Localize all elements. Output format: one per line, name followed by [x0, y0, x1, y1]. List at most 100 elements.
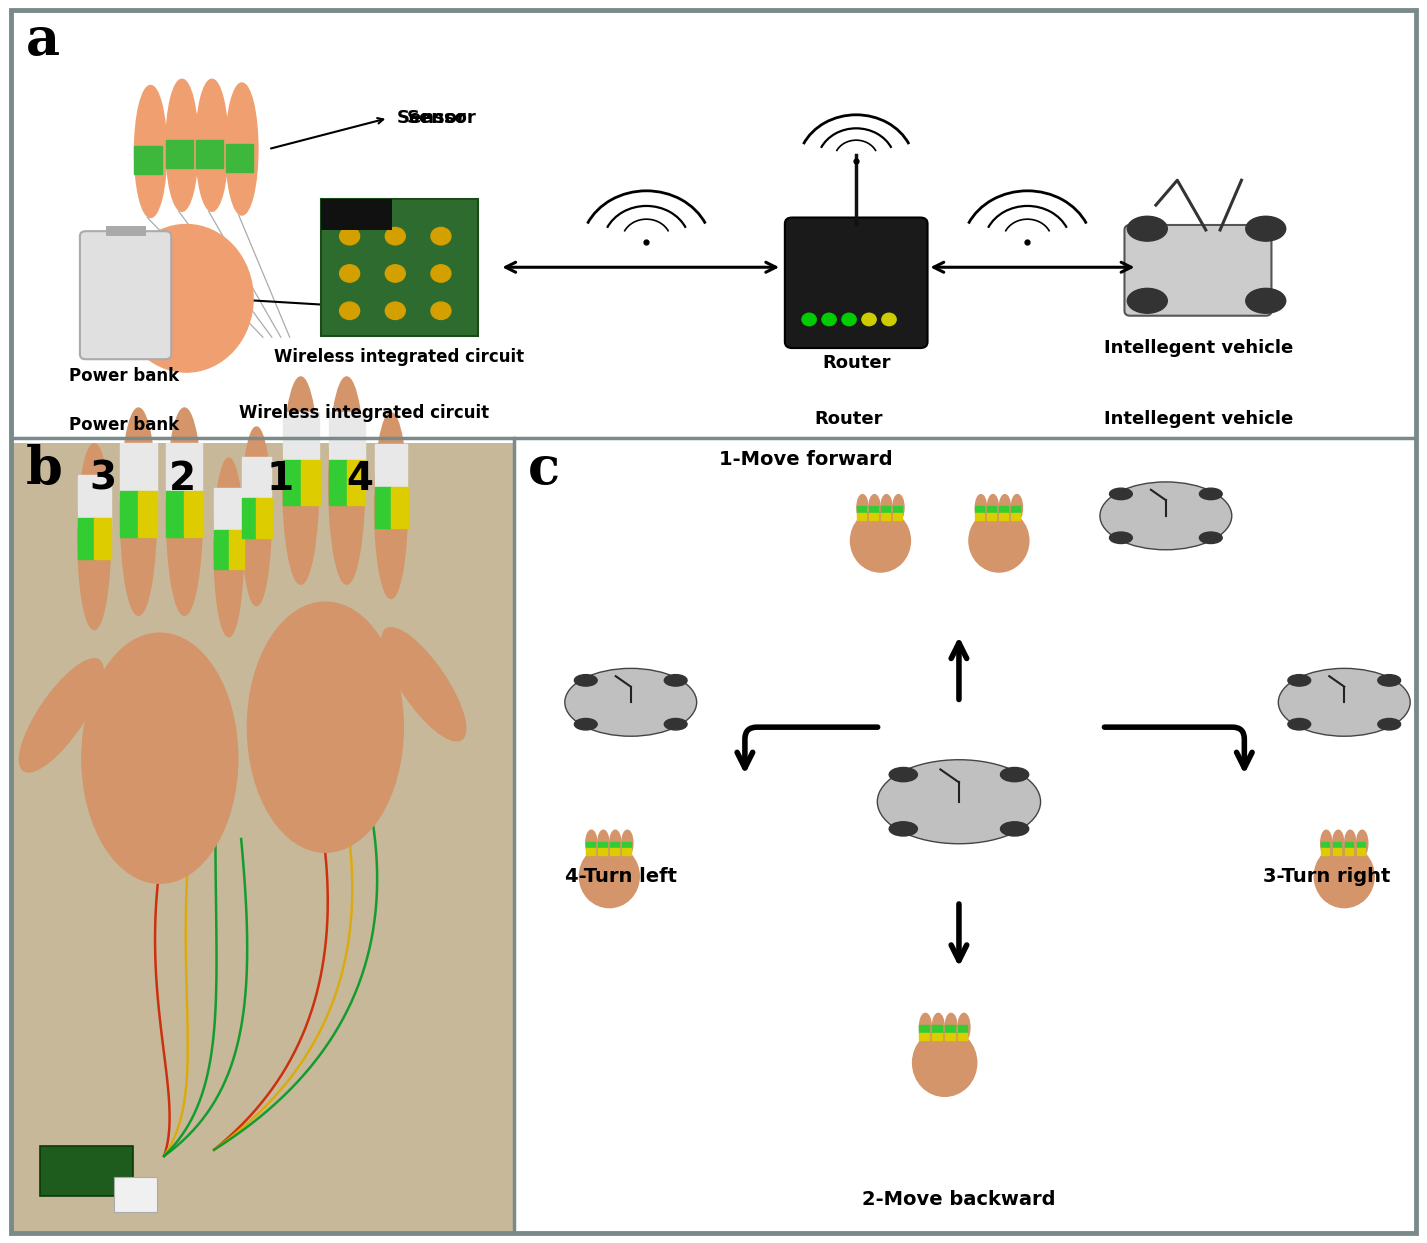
Bar [214, 530, 230, 569]
Bar [1357, 842, 1366, 849]
Ellipse shape [999, 495, 1010, 521]
Ellipse shape [945, 1013, 958, 1042]
Bar [94, 518, 111, 559]
Ellipse shape [598, 830, 609, 856]
Ellipse shape [913, 1029, 976, 1096]
Bar [945, 1025, 955, 1033]
Ellipse shape [283, 377, 318, 584]
Ellipse shape [1320, 830, 1331, 856]
Bar [869, 513, 878, 520]
Ellipse shape [328, 377, 365, 584]
Bar [609, 842, 618, 849]
Text: Power bank: Power bank [68, 416, 180, 434]
Bar [257, 498, 271, 538]
Circle shape [385, 227, 405, 245]
Bar [598, 842, 606, 849]
Text: 2-Move backward: 2-Move backward [862, 1190, 1056, 1209]
Ellipse shape [1246, 216, 1286, 241]
Ellipse shape [1100, 482, 1232, 549]
Ellipse shape [382, 628, 465, 741]
Ellipse shape [374, 413, 408, 599]
Bar [999, 513, 1007, 520]
Ellipse shape [665, 675, 686, 686]
Bar [1012, 506, 1020, 513]
Bar [598, 849, 606, 855]
Ellipse shape [878, 759, 1040, 844]
Bar [225, 144, 253, 172]
Text: 1-Move forward: 1-Move forward [719, 450, 893, 470]
Ellipse shape [622, 830, 634, 856]
Ellipse shape [1357, 830, 1368, 856]
Bar [241, 498, 257, 538]
Bar [167, 444, 203, 501]
Bar [11, 10, 1416, 433]
Bar [214, 488, 244, 538]
Circle shape [822, 313, 836, 326]
Text: Sensor: Sensor [397, 109, 467, 127]
Bar [958, 1025, 968, 1033]
Text: Intellegent vehicle: Intellegent vehicle [1104, 339, 1293, 357]
Bar [880, 513, 889, 520]
Bar [374, 487, 391, 528]
Ellipse shape [575, 675, 596, 686]
Ellipse shape [247, 602, 404, 853]
Text: Sensor: Sensor [407, 109, 477, 127]
Ellipse shape [1110, 488, 1132, 500]
Bar [328, 460, 347, 506]
Bar [1357, 849, 1366, 855]
Text: 3: 3 [88, 460, 117, 497]
Ellipse shape [77, 444, 111, 630]
Bar [945, 1033, 955, 1040]
Bar [1344, 842, 1353, 849]
Bar [328, 413, 365, 470]
Bar [120, 491, 140, 537]
Text: Router: Router [822, 354, 890, 372]
Bar [1320, 842, 1330, 849]
Bar [1333, 842, 1341, 849]
Ellipse shape [850, 510, 910, 572]
Bar [932, 1025, 942, 1033]
Ellipse shape [1110, 532, 1132, 543]
Ellipse shape [575, 718, 596, 730]
Bar [932, 1033, 942, 1040]
Text: Wireless integrated circuit: Wireless integrated circuit [274, 348, 525, 365]
Circle shape [340, 265, 360, 282]
FancyBboxPatch shape [785, 218, 928, 348]
Circle shape [862, 313, 876, 326]
Bar [321, 199, 478, 336]
Text: Wireless integrated circuit: Wireless integrated circuit [238, 404, 489, 421]
Bar [321, 199, 391, 230]
Text: 4-Turn left: 4-Turn left [565, 866, 676, 886]
Ellipse shape [889, 822, 918, 837]
Text: c: c [528, 444, 561, 495]
Bar [134, 147, 161, 174]
Ellipse shape [889, 767, 918, 782]
Ellipse shape [1279, 669, 1410, 736]
Bar [11, 443, 514, 1233]
Circle shape [802, 313, 816, 326]
Bar [856, 506, 866, 513]
Bar [893, 513, 902, 520]
Circle shape [882, 313, 896, 326]
Ellipse shape [166, 80, 198, 211]
Ellipse shape [1378, 718, 1400, 730]
Ellipse shape [869, 495, 880, 521]
Ellipse shape [856, 495, 868, 521]
Ellipse shape [1289, 675, 1310, 686]
Ellipse shape [1012, 495, 1023, 521]
Bar [856, 513, 866, 520]
Ellipse shape [579, 845, 639, 907]
Ellipse shape [1000, 767, 1029, 782]
FancyBboxPatch shape [80, 231, 171, 359]
Ellipse shape [120, 225, 253, 372]
Ellipse shape [932, 1013, 945, 1042]
FancyBboxPatch shape [1124, 225, 1271, 316]
Bar [241, 457, 271, 507]
Text: 3-Turn right: 3-Turn right [1263, 866, 1391, 886]
Circle shape [340, 302, 360, 319]
Bar [77, 518, 94, 559]
Ellipse shape [1246, 288, 1286, 313]
Text: 4: 4 [347, 460, 372, 497]
Bar [1320, 849, 1330, 855]
Bar [391, 487, 408, 528]
